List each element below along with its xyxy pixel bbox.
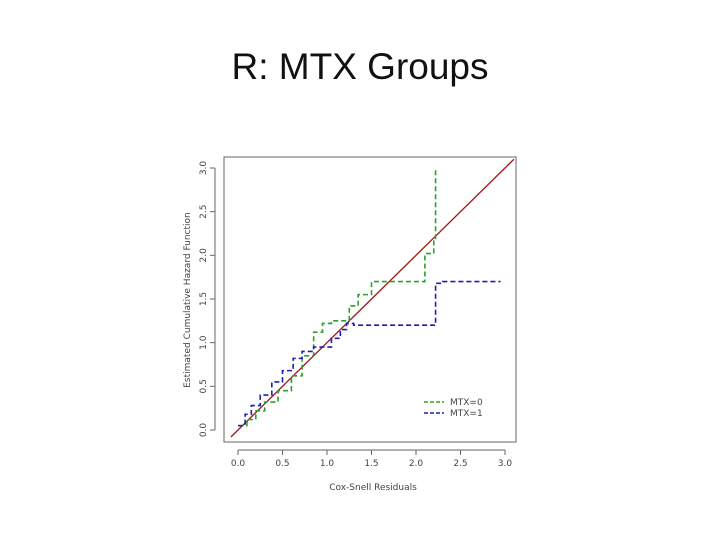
x-tick-label: 1.5 xyxy=(364,459,378,469)
y-tick-label: 3.0 xyxy=(199,161,209,176)
y-tick-label: 0.0 xyxy=(199,423,209,438)
y-tick-label: 1.0 xyxy=(199,335,209,350)
legend-label: MTX=1 xyxy=(450,409,483,419)
axes: 0.0 0.5 1.0 1.5 2.0 2.5 3.0 0.0 0.5 1.0 1.5 2.0 2.5 3… xyxy=(199,161,512,469)
plot-frame xyxy=(223,156,517,443)
x-tick-label: 2.0 xyxy=(409,459,424,469)
x-axis-label: Cox-Snell Residuals xyxy=(329,483,417,493)
x-tick-label: 0.0 xyxy=(231,459,246,469)
slide-title: R: MTX Groups xyxy=(231,46,489,87)
legend-label: MTX=0 xyxy=(450,398,483,408)
x-tick-label: 1.0 xyxy=(320,459,335,469)
x-tick-label: 0.5 xyxy=(275,459,289,469)
y-tick-label: 2.5 xyxy=(199,205,209,219)
series-line-mtx-1 xyxy=(238,280,501,427)
y-tick-label: 1.5 xyxy=(199,292,209,306)
plot-area xyxy=(230,158,515,438)
x-tick-label: 2.5 xyxy=(453,459,467,469)
series-line-mtx-0 xyxy=(238,168,437,427)
y-tick-label: 2.0 xyxy=(199,248,209,263)
x-tick-label: 3.0 xyxy=(498,459,513,469)
y-tick-label: 0.5 xyxy=(199,379,209,393)
reference-line xyxy=(230,158,515,438)
y-axis-label: Estimated Cumulative Hazard Function xyxy=(183,212,193,387)
